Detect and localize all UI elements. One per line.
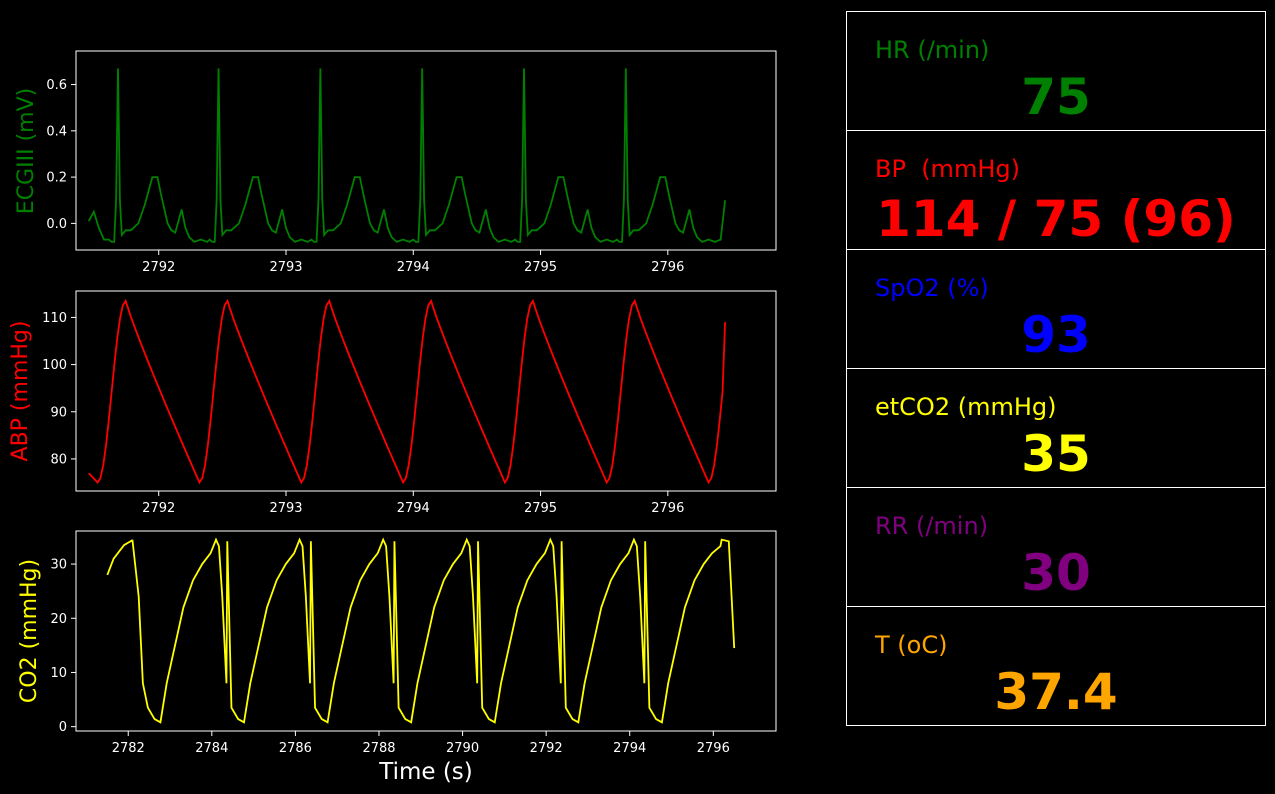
co2-y-tick-label: 30	[50, 558, 67, 573]
bp-panel: BP (mmHg) 114 / 75 (96)	[846, 130, 1266, 250]
ecg-series-line	[87, 68, 726, 243]
abp-y-tick-label: 110	[42, 311, 67, 326]
spo2-value: 93	[1021, 306, 1091, 364]
co2-chart: CO2 (mmHg) 2782 2784 2786 2788 2790 2792 2794 2…	[17, 530, 777, 785]
abp-y-tick-label: 100	[42, 358, 67, 373]
abp-series-line	[88, 298, 726, 485]
co2-x-tick-label: 2792	[530, 741, 563, 756]
etco2-label: etCO2 (mmHg)	[875, 393, 1057, 421]
abp-chart: ABP (mmHg) 2792 2793 2794 2795 2796 80 90 100 11…	[8, 290, 777, 516]
co2-x-tick-label: 2796	[697, 741, 730, 756]
co2-x-tick-label: 2790	[446, 741, 479, 756]
co2-series-line	[106, 537, 736, 724]
vitals-panel: HR (/min) 75 BP (mmHg) 114 / 75 (96) SpO…	[846, 11, 1266, 726]
ecg-x-tick-label: 2793	[269, 260, 302, 275]
spo2-label: SpO2 (%)	[875, 274, 989, 302]
co2-y-tick-label: 20	[50, 612, 67, 627]
ecg-y-tick-label: 0.4	[46, 124, 67, 139]
ecg-x-tick-label: 2795	[524, 260, 557, 275]
co2-y-axis-label: CO2 (mmHg)	[17, 559, 42, 703]
ecg-plot-frame	[75, 50, 777, 251]
ecg-x-tick-label: 2794	[397, 260, 430, 275]
rr-label: RR (/min)	[875, 512, 989, 540]
co2-x-tick-label: 2786	[279, 741, 312, 756]
co2-y-tick-label: 0	[59, 720, 67, 735]
etco2-value: 35	[1021, 425, 1091, 483]
hr-label: HR (/min)	[875, 36, 990, 64]
ecg-x-tick-label: 2796	[651, 260, 684, 275]
spo2-panel: SpO2 (%) 93	[846, 249, 1266, 369]
abp-y-axis-label: ABP (mmHg)	[8, 321, 33, 462]
etco2-panel: etCO2 (mmHg) 35	[846, 368, 1266, 488]
co2-x-tick-label: 2794	[613, 741, 646, 756]
ecg-chart: ECGIII (mV) 2792 2793 2794 2795 2796 0.0 0.2 0.…	[14, 50, 777, 275]
hr-value: 75	[1021, 68, 1091, 126]
temp-panel: T (oC) 37.4	[846, 606, 1266, 726]
rr-value: 30	[1021, 544, 1091, 602]
bp-value: 114 / 75 (96)	[876, 190, 1236, 248]
ecg-y-tick-label: 0.2	[46, 171, 67, 186]
abp-x-tick-label: 2793	[269, 501, 302, 516]
abp-x-tick-label: 2796	[651, 501, 684, 516]
x-axis-label: Time (s)	[378, 759, 473, 785]
ecg-y-tick-label: 0.0	[46, 217, 67, 232]
bp-label: BP (mmHg)	[875, 155, 1020, 183]
ecg-y-tick-label: 0.6	[46, 78, 67, 93]
temp-value: 37.4	[994, 663, 1118, 721]
co2-plot-frame	[75, 530, 777, 732]
abp-x-tick-label: 2795	[524, 501, 557, 516]
hr-panel: HR (/min) 75	[846, 11, 1266, 131]
abp-plot-frame	[75, 290, 777, 492]
ecg-y-axis-label: ECGIII (mV)	[14, 88, 39, 214]
co2-x-tick-label: 2784	[195, 741, 228, 756]
ecg-x-tick-label: 2792	[142, 260, 175, 275]
abp-y-tick-label: 90	[50, 405, 67, 420]
waveform-plots: ECGIII (mV) 2792 2793 2794 2795 2796 0.0 0.2 0.…	[8, 50, 777, 785]
temp-label: T (oC)	[875, 631, 948, 659]
abp-x-tick-label: 2792	[142, 501, 175, 516]
rr-panel: RR (/min) 30	[846, 487, 1266, 607]
abp-x-tick-label: 2794	[397, 501, 430, 516]
co2-x-tick-label: 2782	[112, 741, 145, 756]
abp-y-tick-label: 80	[50, 452, 67, 467]
co2-x-tick-label: 2788	[362, 741, 395, 756]
co2-y-tick-label: 10	[50, 666, 67, 681]
